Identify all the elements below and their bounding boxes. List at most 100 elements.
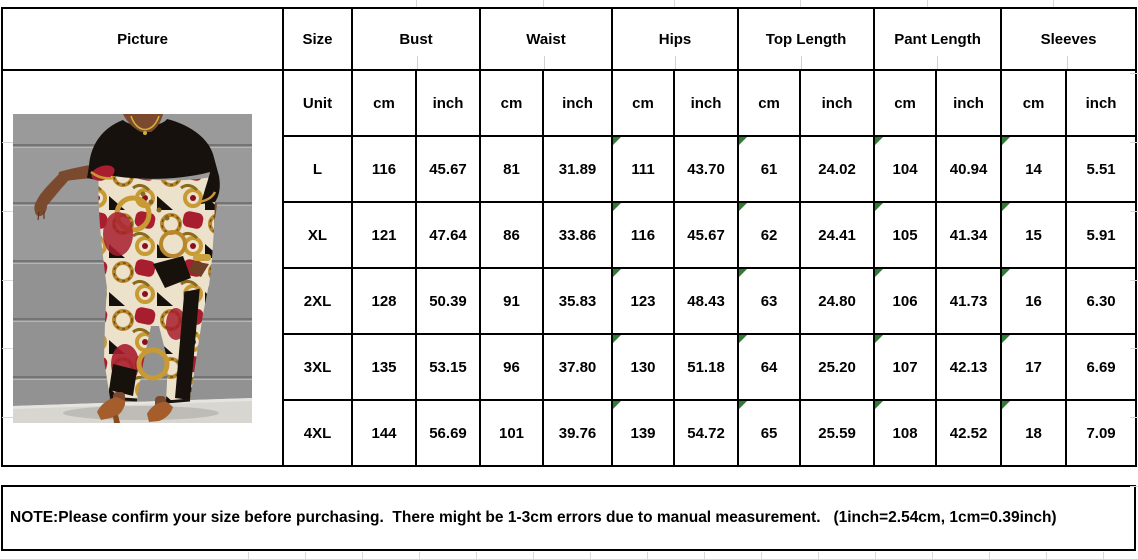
value-cell: 6.69 (1065, 333, 1138, 401)
value-cell: 91 (479, 267, 544, 335)
gridline-stub (476, 552, 477, 559)
value-cell: 108 (873, 399, 938, 467)
unit-cell: inch (799, 69, 876, 137)
size-cell: L (282, 135, 353, 203)
unit-cell: inch (541, 69, 614, 137)
value-cell: 62 (737, 201, 802, 269)
value-cell: 5.51 (1065, 135, 1138, 203)
gridline-stub (2, 348, 13, 349)
gridline-stub (875, 552, 876, 559)
value-cell: 33.86 (541, 201, 614, 269)
value-cell: 43.70 (673, 135, 740, 203)
value-cell: 63 (737, 267, 802, 335)
gridline-stub (1130, 417, 1138, 418)
unit-cell: cm (351, 69, 417, 137)
value-cell: 51.18 (673, 333, 740, 401)
gridline-stub (2, 280, 13, 281)
unit-cell: inch (673, 69, 740, 137)
gridline-stub (704, 552, 705, 559)
size-cell: XL (282, 201, 353, 269)
unit-cell: inch (935, 69, 1003, 137)
value-cell: 5.91 (1065, 201, 1138, 269)
gridline-stub (416, 0, 417, 7)
header-size: Size (282, 7, 353, 71)
gridline-stub (674, 0, 675, 7)
value-cell: 47.64 (415, 201, 481, 269)
gridline-stub (932, 552, 933, 559)
value-cell: 41.34 (935, 201, 1003, 269)
value-cell: 65 (737, 399, 802, 467)
gridline-stub (800, 0, 801, 7)
value-cell: 144 (351, 399, 417, 467)
size-row-3xl: 3XL 135 53.15 96 37.80 130 51.18 64 25.2… (2, 333, 1138, 401)
value-cell: 104 (873, 135, 938, 203)
header-top-length: Top Length (737, 7, 876, 71)
unit-cell: cm (611, 69, 676, 137)
gridline-stub (2, 142, 13, 143)
gridline-stub (818, 552, 819, 559)
value-cell: 86 (479, 201, 544, 269)
header-waist: Waist (478, 7, 614, 71)
gridline-stub (248, 552, 249, 559)
value-cell: 106 (873, 267, 938, 335)
unit-cell: cm (873, 69, 938, 137)
value-cell: 116 (351, 135, 417, 203)
value-cell: 130 (611, 333, 676, 401)
value-cell: 41.73 (935, 267, 1003, 335)
header-pant-length: Pant Length (873, 7, 1003, 71)
gridline-stub (362, 552, 363, 559)
value-cell: 6.30 (1065, 267, 1138, 335)
photo-figure (34, 114, 220, 423)
value-cell: 96 (479, 333, 544, 401)
unit-cell: inch (415, 69, 481, 137)
size-row-2xl: 2XL 128 50.39 91 35.83 123 48.43 63 24.8… (2, 267, 1138, 335)
value-cell: 116 (611, 201, 676, 269)
gridline-stub (1130, 142, 1138, 143)
gridline-stub (2, 211, 13, 212)
value-cell: 37.80 (541, 333, 614, 401)
value-cell: 24.41 (799, 201, 876, 269)
unit-row: Unit cm inch cm inch cm inch cm inch cm … (1, 69, 1138, 467)
value-cell: 54.72 (673, 399, 740, 467)
value-cell: 14 (1000, 135, 1068, 203)
value-cell: 42.52 (935, 399, 1003, 467)
size-row-4xl: 4XL 144 56.69 101 39.76 139 54.72 65 25.… (2, 399, 1138, 467)
value-cell: 25.59 (799, 399, 876, 467)
value-cell: 135 (351, 333, 417, 401)
value-cell: 18 (1000, 399, 1068, 467)
size-row-l: L 116 45.67 81 31.89 111 43.70 61 24.02 … (2, 135, 1138, 203)
value-cell: 45.67 (673, 201, 740, 269)
size-cell: 3XL (282, 333, 353, 401)
gridline-stub (1053, 0, 1054, 7)
gridline-stub (419, 552, 420, 559)
unit-cell: cm (479, 69, 544, 137)
value-cell: 61 (737, 135, 802, 203)
header-sleeves: Sleeves (1000, 7, 1138, 71)
value-cell: 50.39 (415, 267, 481, 335)
value-cell: 35.83 (541, 267, 614, 335)
gridline-stub (761, 552, 762, 559)
value-cell: 24.80 (799, 267, 876, 335)
header-hips: Hips (611, 7, 740, 71)
gridline-stub (533, 552, 534, 559)
value-cell: 40.94 (935, 135, 1003, 203)
gridline-stub (590, 552, 591, 559)
header-picture: Picture (1, 7, 284, 71)
value-cell: 39.76 (541, 399, 614, 467)
value-cell: 123 (611, 267, 676, 335)
picture-cell (1, 69, 284, 467)
value-cell: 81 (479, 135, 544, 203)
product-photo (13, 114, 252, 423)
gridline-stub (1103, 552, 1104, 559)
value-cell: 24.02 (799, 135, 876, 203)
size-cell: 2XL (282, 267, 353, 335)
value-cell: 56.69 (415, 399, 481, 467)
size-chart-table: Picture Size Bust Waist Hips Top Length … (1, 7, 1138, 467)
gridline-stub (1046, 552, 1047, 559)
unit-cell: cm (1000, 69, 1068, 137)
gridline-stub (1130, 73, 1138, 74)
header-bust: Bust (351, 7, 481, 71)
value-cell: 111 (611, 135, 676, 203)
value-cell: 107 (873, 333, 938, 401)
